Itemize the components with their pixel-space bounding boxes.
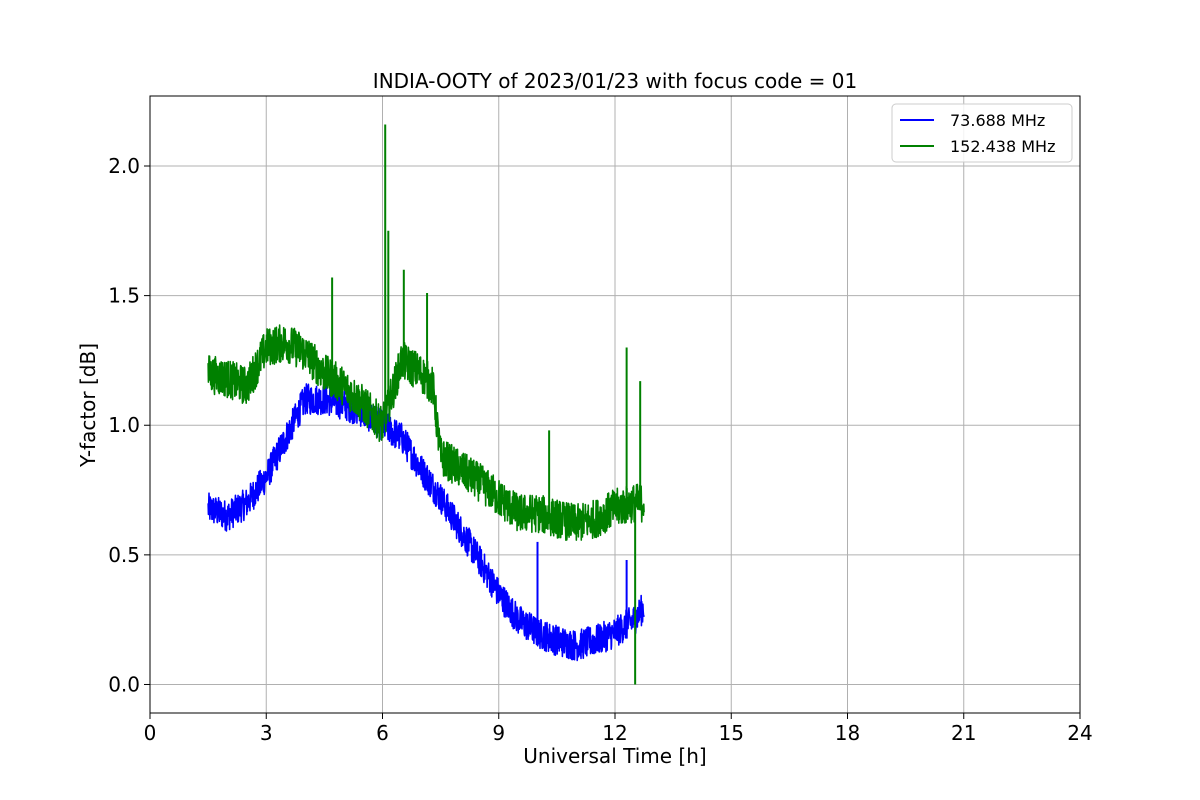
x-tick-label: 0 bbox=[144, 721, 157, 745]
y-tick-label: 1.5 bbox=[108, 284, 140, 308]
x-axis-label: Universal Time [h] bbox=[523, 744, 706, 768]
x-tick-label: 15 bbox=[719, 721, 744, 745]
plot-area bbox=[207, 124, 645, 685]
x-tick-label: 3 bbox=[260, 721, 273, 745]
x-tick-label: 24 bbox=[1067, 721, 1092, 745]
x-tick-label: 9 bbox=[492, 721, 505, 745]
x-tick-label: 21 bbox=[951, 721, 976, 745]
y-tick-label: 0.0 bbox=[108, 672, 140, 696]
y-tick-label: 1.0 bbox=[108, 413, 140, 437]
legend-label: 73.688 MHz bbox=[950, 111, 1045, 130]
legend-box bbox=[891, 103, 1073, 163]
y-tick-label: 2.0 bbox=[108, 154, 140, 178]
chart-title: INDIA-OOTY of 2023/01/23 with focus code… bbox=[373, 69, 857, 93]
grid-lines bbox=[149, 96, 1081, 713]
legend-label: 152.438 MHz bbox=[950, 137, 1055, 156]
y-axis-label: Y-factor [dB] bbox=[76, 343, 100, 468]
x-axis: 0 3 6 9 12 15 18 21 24 bbox=[144, 713, 1093, 745]
y-axis: 0.0 0.5 1.0 1.5 2.0 bbox=[108, 154, 150, 696]
legend: 73.688 MHz 152.438 MHz bbox=[891, 103, 1073, 163]
x-tick-label: 6 bbox=[376, 721, 389, 745]
x-tick-label: 18 bbox=[835, 721, 860, 745]
x-tick-label: 12 bbox=[602, 721, 627, 745]
y-tick-label: 0.5 bbox=[108, 543, 140, 567]
series-line-blue bbox=[207, 383, 645, 662]
